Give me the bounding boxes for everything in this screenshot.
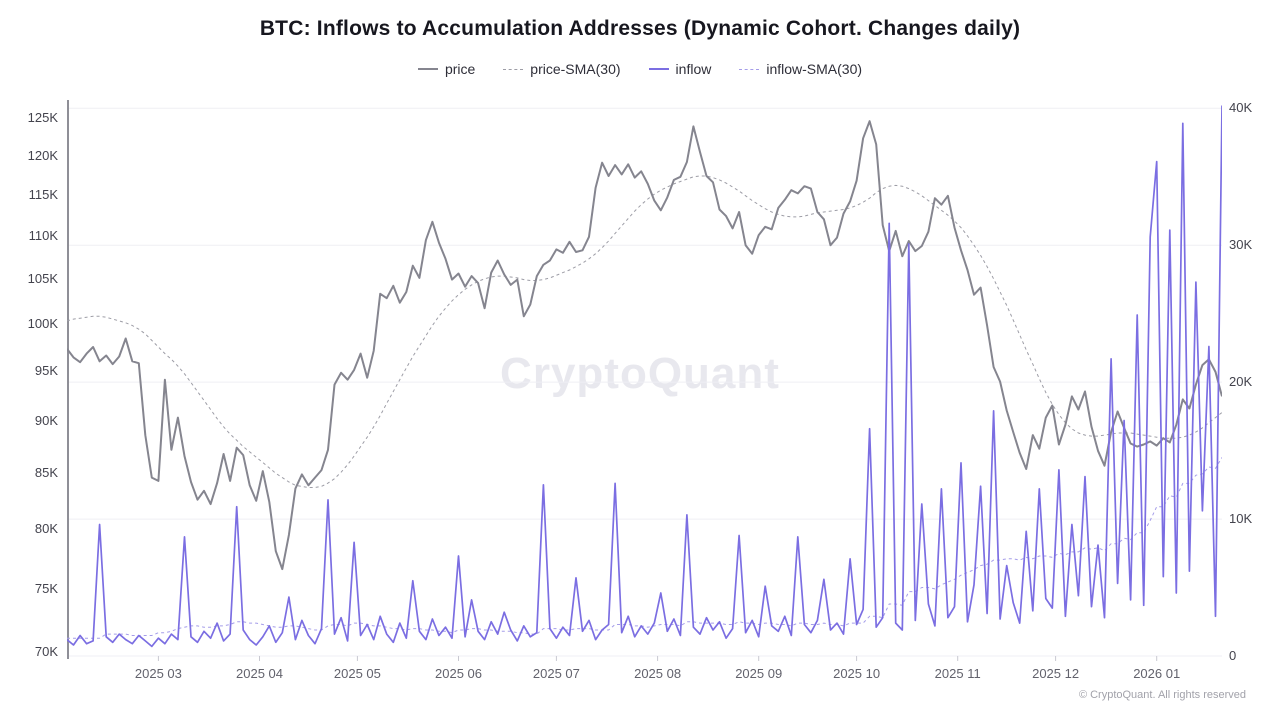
x-tick-label: 2025 03 <box>134 666 182 681</box>
y-left-tick-label: 75K <box>34 580 58 596</box>
watermark: CryptoQuant <box>0 349 1280 399</box>
y-right-tick-label: 0 <box>1229 648 1237 663</box>
x-tick-label: 2026 01 <box>1133 666 1181 681</box>
y-right-tick-label: 40K <box>1229 100 1253 116</box>
y-left-tick-label: 115K <box>28 187 58 202</box>
x-tick-label: 2025 09 <box>735 666 783 681</box>
x-tick-label: 2025 05 <box>333 666 381 681</box>
x-tick-label: 2025 08 <box>634 666 682 681</box>
legend-label-inflow-sma: inflow-SMA(30) <box>766 61 863 77</box>
y-axis-left-price-labels: 125K 120K 115K 110K 105K 100K 95K 90K 85K 80K 75K 7… <box>0 100 58 659</box>
legend-label-price: price <box>444 61 476 77</box>
x-tick-label: 2025 12 <box>1032 666 1080 681</box>
price-line <box>67 120 1222 571</box>
inflow-sma-line-marker-icon <box>739 68 760 70</box>
x-tick-label: 2025 07 <box>532 666 580 681</box>
inflow-line-marker-icon <box>648 68 669 70</box>
y-left-tick-label: 85K <box>34 465 58 481</box>
y-axis-right-inflow-labels: 40K 30K 20K 10K 0 <box>1229 100 1279 663</box>
y-left-tick-label: 100K <box>27 315 58 331</box>
legend: price price-SMA(30) inflow inflow-SMA(30… <box>0 61 1280 77</box>
y-left-tick-label: 70K <box>34 644 58 659</box>
y-right-tick-label: 10K <box>1229 511 1253 527</box>
price-line-marker-icon <box>417 68 438 70</box>
x-tick-label: 2025 11 <box>934 666 981 681</box>
y-left-tick-label: 105K <box>27 270 58 286</box>
legend-label-price-sma: price-SMA(30) <box>530 61 621 77</box>
legend-item-price-sma[interactable]: price-SMA(30) <box>503 61 621 77</box>
plot-svg <box>67 100 1222 661</box>
y-left-tick-label: 80K <box>34 521 58 537</box>
plot-area[interactable] <box>67 100 1222 656</box>
y-right-tick-label: 30K <box>1229 237 1253 253</box>
copyright-notice: © CryptoQuant. All rights reserved <box>1078 689 1246 701</box>
y-left-tick-label: 120K <box>27 147 58 163</box>
x-tick-label: 2025 06 <box>435 666 482 681</box>
price-sma-line <box>67 175 1222 488</box>
legend-item-inflow[interactable]: inflow <box>648 61 712 77</box>
price-sma-line-marker-icon <box>503 68 524 70</box>
y-left-tick-label: 90K <box>34 412 58 428</box>
legend-item-price[interactable]: price <box>417 61 476 77</box>
x-tick-label: 2025 04 <box>236 666 283 681</box>
y-left-tick-label: 110K <box>28 227 58 243</box>
x-tick-label: 2025 10 <box>833 666 881 681</box>
legend-item-inflow-sma[interactable]: inflow-SMA(30) <box>739 61 862 77</box>
inflow-line <box>67 105 1222 648</box>
y-left-tick-label: 125K <box>27 110 58 126</box>
legend-label-inflow: inflow <box>675 61 712 77</box>
x-axis-month-labels: 2025 03 2025 04 2025 05 2025 06 2025 07 2025 … <box>67 666 1222 684</box>
chart-title: BTC: Inflows to Accumulation Addresses (… <box>259 17 1021 40</box>
y-right-tick-label: 20K <box>1229 374 1253 390</box>
y-left-tick-label: 95K <box>34 362 58 378</box>
